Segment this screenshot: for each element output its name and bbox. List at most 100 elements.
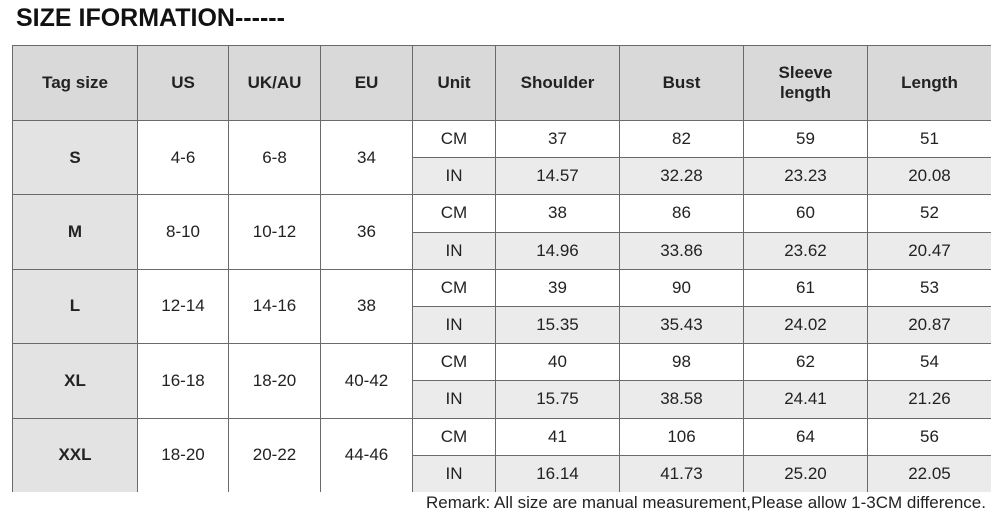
cell-text: 40-42 [344, 370, 389, 390]
measure-cell: 60 [744, 195, 867, 232]
cell-text: 39 [548, 277, 567, 297]
cell-text: 16-18 [161, 370, 205, 390]
measure-cell: 61 [744, 269, 867, 306]
cell-text: XXL [58, 445, 92, 465]
header-cell: Tag size [13, 46, 137, 120]
cell-text: 41.73 [660, 463, 703, 483]
measure-cell: 14.96 [496, 232, 619, 269]
measure-cell: 98 [620, 344, 743, 381]
cell-text: 15.35 [536, 315, 579, 335]
measure-cell: 20.87 [868, 307, 991, 344]
measure-cell: 24.02 [744, 307, 867, 344]
cell-text: 34 [357, 147, 376, 167]
uk-cell: 14-16 [229, 269, 320, 344]
cell-text: IN [445, 166, 463, 186]
measure-cell: 20.47 [868, 232, 991, 269]
cell-text: 62 [796, 352, 815, 372]
eu-cell: 34 [321, 121, 412, 195]
measure-cell: 39 [496, 269, 619, 306]
cell-text: 24.41 [784, 389, 827, 409]
eu-cell: 36 [321, 195, 412, 269]
measure-cell: 23.23 [744, 158, 867, 195]
cell-text: S [69, 147, 81, 167]
cell-text: 22.05 [908, 463, 951, 483]
measure-cell: 38 [496, 195, 619, 232]
cell-text: 36 [357, 222, 376, 242]
header-cell: US [138, 46, 228, 120]
measure-cell: CM [413, 195, 495, 232]
measure-cell: 20.08 [868, 158, 991, 195]
eu-cell: 40-42 [321, 344, 412, 418]
cell-text: 35.43 [660, 315, 703, 335]
cell-text: CM [440, 352, 468, 372]
measure-cell: CM [413, 269, 495, 306]
cell-text: Tag size [42, 73, 108, 92]
measure-cell: 40 [496, 344, 619, 381]
cell-text: 106 [667, 426, 696, 446]
header-cell: Bust [620, 46, 743, 120]
cell-text: 32.28 [660, 166, 703, 186]
cell-text: IN [445, 315, 463, 335]
us-cell: 4-6 [138, 121, 228, 195]
cell-text: CM [440, 277, 468, 297]
measure-cell: 25.20 [744, 455, 867, 492]
tag-cell: S [13, 121, 137, 195]
measure-cell: 56 [868, 418, 991, 455]
cell-text: CM [440, 203, 468, 223]
header-cell: Shoulder [496, 46, 619, 120]
cell-text: Length [901, 73, 958, 92]
measure-cell: 38.58 [620, 381, 743, 418]
measure-cell: 15.35 [496, 307, 619, 344]
measure-cell: 59 [744, 121, 867, 158]
cell-text: 82 [672, 129, 691, 149]
uk-cell: 18-20 [229, 344, 320, 418]
measure-cell: 62 [744, 344, 867, 381]
measure-cell: 82 [620, 121, 743, 158]
measure-cell: 14.57 [496, 158, 619, 195]
measure-cell: 86 [620, 195, 743, 232]
cell-text: 33.86 [660, 240, 703, 260]
cell-text: M [67, 222, 83, 242]
cell-text: 38 [548, 203, 567, 223]
cell-text: 18-20 [161, 445, 205, 465]
cell-text: 4-6 [170, 147, 196, 167]
uk-cell: 20-22 [229, 418, 320, 492]
cell-text: L [69, 296, 81, 316]
cell-text: IN [445, 240, 463, 260]
cell-text: 53 [920, 277, 939, 297]
us-cell: 18-20 [138, 418, 228, 492]
header-cell: Sleeve length [744, 46, 867, 120]
measure-cell: IN [413, 381, 495, 418]
cell-text: 64 [796, 426, 815, 446]
cell-text: 38 [357, 296, 376, 316]
eu-cell: 44-46 [321, 418, 412, 492]
cell-text: IN [445, 463, 463, 483]
cell-text: 23.62 [784, 240, 827, 260]
measure-cell: CM [413, 344, 495, 381]
measure-cell: IN [413, 232, 495, 269]
cell-text: 15.75 [536, 389, 579, 409]
measure-cell: 41.73 [620, 455, 743, 492]
uk-cell: 10-12 [229, 195, 320, 269]
measure-cell: 51 [868, 121, 991, 158]
measure-cell: 35.43 [620, 307, 743, 344]
cell-text: Sleeve length [778, 63, 833, 102]
cell-text: 14.57 [536, 166, 579, 186]
eu-cell: 38 [321, 269, 412, 344]
cell-text: 18-20 [252, 370, 297, 390]
cell-text: 44-46 [344, 445, 389, 465]
cell-text: 37 [548, 129, 567, 149]
measure-cell: IN [413, 455, 495, 492]
measure-cell: 54 [868, 344, 991, 381]
cell-text: 25.20 [784, 463, 827, 483]
cell-text: 14.96 [536, 240, 579, 260]
cell-text: 16.14 [536, 463, 579, 483]
cell-text: 38.58 [660, 389, 703, 409]
measure-cell: 23.62 [744, 232, 867, 269]
cell-text: 86 [672, 203, 691, 223]
tag-cell: L [13, 269, 137, 344]
measure-cell: 32.28 [620, 158, 743, 195]
measure-cell: 52 [868, 195, 991, 232]
cell-text: 59 [796, 129, 815, 149]
cell-text: Unit [437, 73, 471, 92]
